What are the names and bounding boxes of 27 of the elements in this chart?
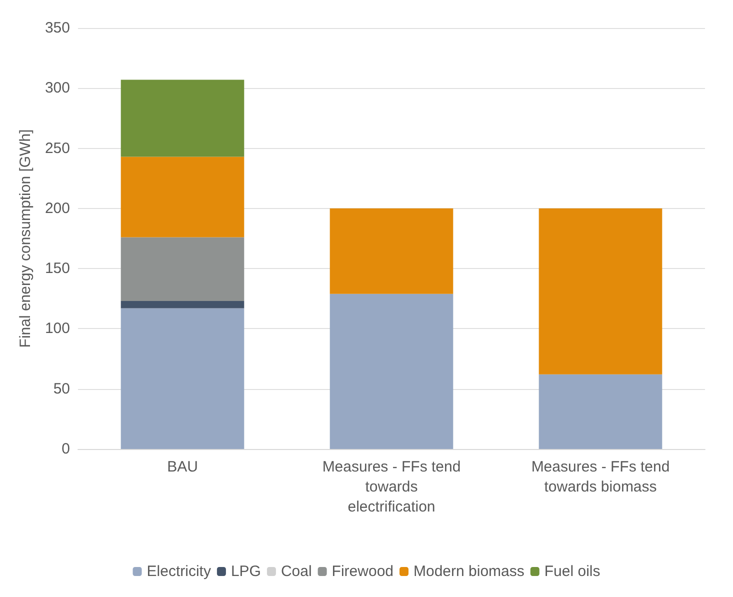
bar [120, 308, 244, 449]
bar [330, 294, 454, 449]
legend-label: Modern biomass [414, 563, 524, 580]
legend-label: Fuel oils [544, 563, 600, 580]
legend-label: Electricity [146, 563, 212, 580]
y-tick-label: 300 [44, 80, 70, 97]
bar [120, 156, 244, 238]
y-tick-label: 100 [44, 320, 70, 338]
y-tick-label: 250 [44, 140, 70, 157]
x-tick-label: Measures - FFs tend towards electrification [322, 458, 461, 516]
bar [538, 374, 662, 449]
bar [538, 208, 662, 374]
legend-label: Coal [280, 563, 312, 580]
y-axis-title: Final energy consumption [GWh] [17, 129, 34, 348]
bar [120, 301, 244, 308]
legend-label: LPG [230, 563, 261, 580]
y-tick-label: 350 [44, 20, 70, 36]
bar [120, 237, 244, 302]
legend-label: Firewood [332, 563, 394, 580]
bar [120, 80, 244, 157]
x-tick-label: BAU [167, 458, 198, 476]
bar [330, 208, 454, 294]
y-tick-label: 150 [44, 260, 70, 278]
y-tick-label: 200 [44, 200, 70, 217]
y-tick-label: 50 [53, 380, 70, 398]
x-tick-label: Measures - FFs tend towards biomass [531, 458, 670, 496]
y-tick-label: 0 [62, 440, 70, 458]
